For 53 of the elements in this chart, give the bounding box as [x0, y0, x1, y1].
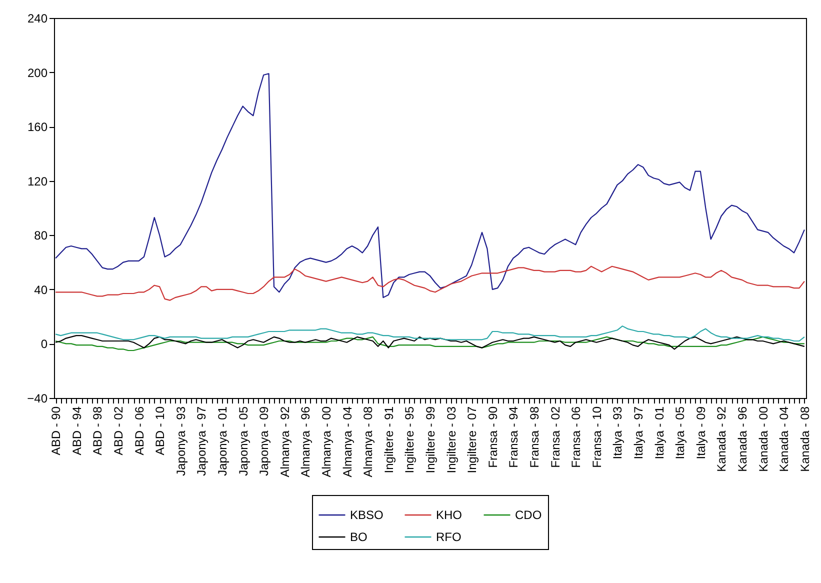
x-tick-label: Fransa - 02	[548, 406, 562, 468]
line-series	[55, 73, 805, 298]
x-tick-label: Japonya - 01	[215, 406, 230, 476]
y-tick-label: 40	[34, 282, 48, 297]
x-tick-label: Japonya - 97	[194, 406, 209, 476]
y-tick-label: 0	[40, 337, 48, 352]
y-tick-label: 200	[27, 66, 48, 80]
x-tick-label: Almanya - 04	[340, 406, 354, 478]
x-tick-label: Japonya - 93	[174, 406, 188, 476]
legend-label: RFO	[436, 530, 462, 544]
x-tick-label: Kanada - 00	[756, 406, 770, 472]
x-tick-label: Italya - 93	[610, 406, 625, 460]
x-tick-label: Ingiltere - 03	[444, 406, 458, 474]
legend-label: CDO	[515, 508, 542, 522]
x-tick-label: Fransa - 98	[528, 406, 542, 468]
x-tick-label: ABD - 90	[49, 406, 64, 456]
x-tick-label: Fransa - 10	[590, 406, 604, 468]
x-tick-label: Kanada - 04	[777, 406, 792, 472]
x-tick-label: ABD - 02	[111, 406, 126, 456]
x-tick-label: Italya - 97	[632, 406, 646, 460]
x-tick-label: Italya - 01	[652, 406, 666, 460]
x-tick-label: Fransa - 06	[569, 406, 584, 468]
x-tick-label: Japonya - 05	[236, 406, 250, 476]
x-tick-label: Ingiltere - 95	[402, 406, 417, 474]
legend-label: KHO	[436, 508, 462, 522]
y-tick-label: 80	[34, 228, 48, 243]
x-tick-label: ABD - 98	[90, 406, 105, 456]
legend-label: KBSO	[350, 508, 384, 522]
x-tick-label: Almanya - 08	[361, 406, 376, 478]
legend-label: BO	[350, 530, 368, 544]
x-tick-label: Kanada - 96	[736, 406, 750, 472]
x-tick-label: Ingiltere - 91	[382, 406, 396, 474]
y-tick-label: 240	[27, 12, 48, 26]
x-tick-label: ABD - 94	[70, 406, 84, 456]
x-tick-label: Kanada - 08	[798, 406, 812, 472]
x-tick-label: Fransa - 90	[486, 406, 500, 468]
x-tick-label: Ingiltere - 99	[424, 406, 438, 474]
x-tick-label: Almanya - 96	[298, 406, 313, 478]
x-tick-label: Almanya - 00	[319, 406, 334, 478]
x-tick-label: Almanya - 92	[278, 406, 292, 478]
y-tick-label: −40	[27, 392, 48, 406]
line-series	[55, 326, 805, 342]
x-tick-label: ABD - 10	[153, 406, 168, 456]
x-tick-label: Japonya - 09	[257, 406, 272, 476]
x-tick-label: ABD - 06	[132, 406, 146, 456]
x-tick-label: Italya - 05	[673, 406, 688, 460]
x-tick-label: Kanada - 92	[714, 406, 729, 472]
y-tick-label: 120	[27, 174, 48, 188]
x-tick-label: Ingiltere - 07	[465, 406, 480, 474]
x-tick-label: Fransa - 94	[506, 406, 521, 468]
y-tick-label: 160	[27, 120, 48, 134]
x-tick-label: Italya - 09	[694, 406, 708, 460]
line-series	[55, 266, 805, 301]
